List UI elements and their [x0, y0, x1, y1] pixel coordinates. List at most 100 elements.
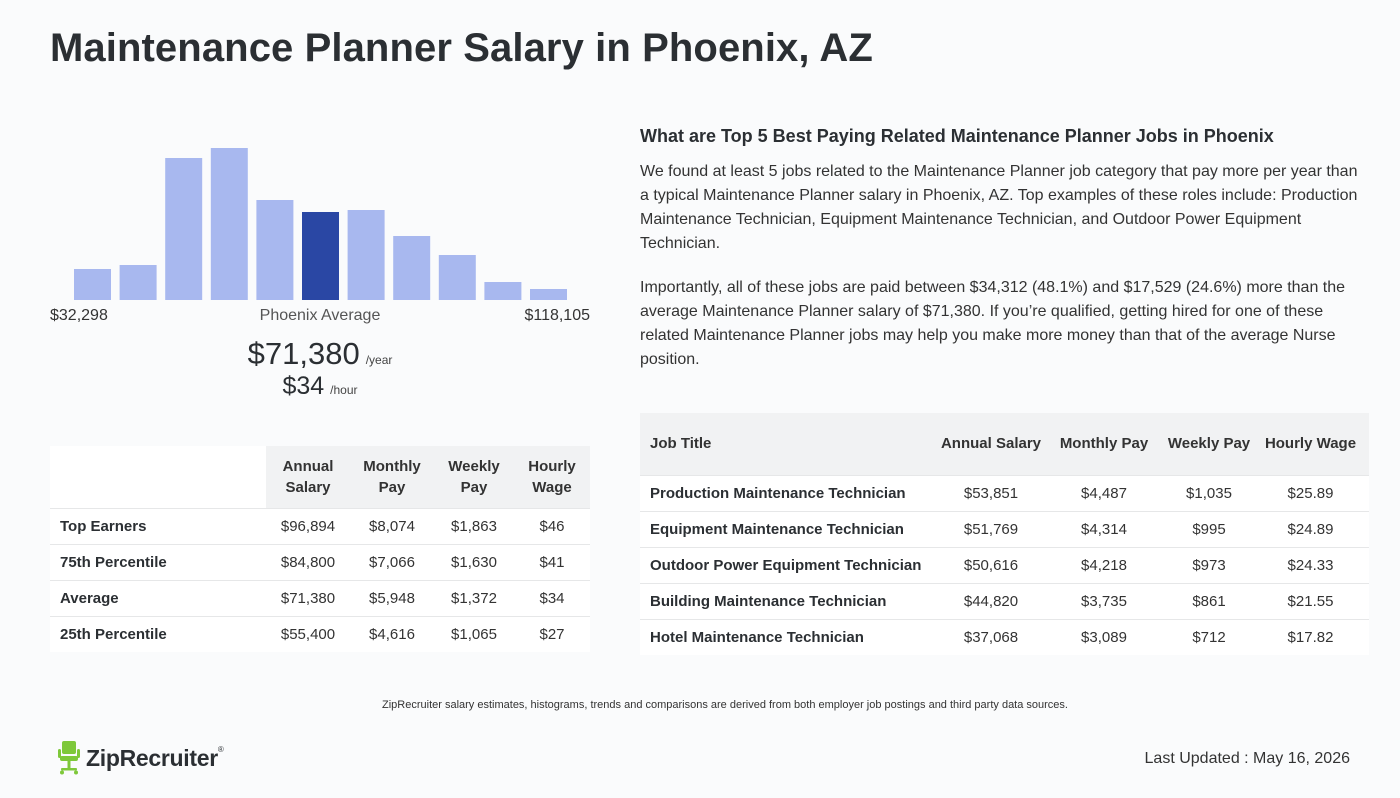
header-monthly-pay: Monthly Pay [350, 446, 434, 508]
header-blank [50, 446, 266, 508]
cell: $4,616 [350, 615, 434, 652]
cell: $712 [1166, 618, 1252, 655]
data-source-footnote: ZipRecruiter salary estimates, histogram… [382, 699, 1068, 711]
average-hourly-value: $34 [282, 372, 325, 400]
job-title-cell: Building Maintenance Technician [640, 582, 940, 619]
range-min-label: $32,298 [50, 307, 108, 324]
histogram-bar [393, 236, 431, 300]
row-label: Average [50, 579, 266, 616]
cell: $24.89 [1252, 510, 1369, 547]
range-mid-label: Phoenix Average [259, 307, 381, 324]
histogram-bar [256, 200, 294, 300]
histogram-bar [438, 255, 476, 300]
cell: $1,065 [434, 615, 514, 652]
header-weekly-pay: Weekly Pay [434, 446, 514, 508]
histogram-bar [210, 148, 248, 300]
histogram-bar [119, 265, 157, 300]
related-jobs-table: Job Title Annual Salary Monthly Pay Week… [640, 413, 1369, 655]
histogram-bar-average [302, 212, 339, 300]
histogram-bar [165, 158, 203, 300]
header-annual-salary: Annual Salary [940, 413, 1042, 475]
table-row: 25th Percentile $55,400 $4,616 $1,065 $2… [50, 615, 590, 652]
histogram-svg [74, 148, 567, 300]
range-max-label: $118,105 [524, 307, 590, 324]
average-yearly-unit: /year [365, 353, 393, 367]
jobs-table-header: Job Title Annual Salary Monthly Pay Week… [640, 413, 1369, 475]
cell: $84,800 [266, 543, 350, 580]
table-row: Top Earners $96,894 $8,074 $1,863 $46 [50, 507, 590, 544]
cell: $44,820 [940, 582, 1042, 619]
header-monthly-pay: Monthly Pay [1042, 413, 1166, 475]
header-hourly-wage: Hourly Wage [1252, 413, 1369, 475]
job-title-cell: Hotel Maintenance Technician [640, 618, 940, 655]
cell: $46 [514, 507, 590, 544]
row-label: Top Earners [50, 507, 266, 544]
table-row: Average $71,380 $5,948 $1,372 $34 [50, 579, 590, 616]
percentile-table-header: Annual Salary Monthly Pay Weekly Pay Hou… [50, 446, 590, 508]
related-jobs-paragraph-2: Importantly, all of these jobs are paid … [640, 279, 1346, 368]
cell: $25.89 [1252, 474, 1369, 511]
header-job-title: Job Title [640, 413, 940, 475]
job-title-cell: Equipment Maintenance Technician [640, 510, 940, 547]
cell: $1,863 [434, 507, 514, 544]
average-hourly-unit: /hour [330, 383, 358, 397]
row-label: 25th Percentile [50, 615, 266, 652]
cell: $3,735 [1042, 582, 1166, 619]
related-jobs-heading: What are Top 5 Best Paying Related Maint… [640, 126, 1274, 146]
cell: $7,066 [350, 543, 434, 580]
row-label: 75th Percentile [50, 543, 266, 580]
histogram-bar [484, 282, 522, 300]
page-title: Maintenance Planner Salary in Phoenix, A… [50, 26, 873, 70]
table-row: Hotel Maintenance Technician $37,068 $3,… [640, 618, 1369, 655]
cell: $861 [1166, 582, 1252, 619]
histogram-range-labels: $32,298 Phoenix Average $118,105 [50, 307, 590, 329]
average-yearly-value: $71,380 [247, 336, 360, 371]
salary-histogram [50, 130, 590, 302]
cell: $5,948 [350, 579, 434, 616]
cell: $51,769 [940, 510, 1042, 547]
average-yearly: $71,380/year [50, 336, 590, 372]
registered-mark: ® [217, 744, 224, 754]
cell: $1,372 [434, 579, 514, 616]
header-hourly-wage: Hourly Wage [514, 446, 590, 508]
cell: $41 [514, 543, 590, 580]
cell: $995 [1166, 510, 1252, 547]
job-title-cell: Outdoor Power Equipment Technician [640, 546, 940, 583]
table-row: 75th Percentile $84,800 $7,066 $1,630 $4… [50, 543, 590, 580]
cell: $96,894 [266, 507, 350, 544]
last-updated: Last Updated : May 16, 2026 [1144, 750, 1350, 767]
ziprecruiter-logo[interactable]: ZipRecruiter® [58, 740, 224, 776]
logo-text: ZipRecruiter® [86, 744, 224, 772]
histogram-bar [347, 210, 385, 300]
cell: $4,218 [1042, 546, 1166, 583]
logo-wordmark: ZipRecruiter [86, 744, 218, 771]
cell: $21.55 [1252, 582, 1369, 619]
cell: $1,630 [434, 543, 514, 580]
percentile-table: Annual Salary Monthly Pay Weekly Pay Hou… [50, 446, 590, 652]
histogram-bar [530, 289, 567, 300]
table-row: Building Maintenance Technician $44,820 … [640, 582, 1369, 619]
cell: $71,380 [266, 579, 350, 616]
table-row: Production Maintenance Technician $53,85… [640, 474, 1369, 511]
histogram-bar [74, 269, 111, 300]
cell: $1,035 [1166, 474, 1252, 511]
average-hourly: $34/hour [50, 372, 590, 401]
cell: $24.33 [1252, 546, 1369, 583]
cell: $55,400 [266, 615, 350, 652]
cell: $4,487 [1042, 474, 1166, 511]
related-jobs-paragraph-1: We found at least 5 jobs related to the … [640, 163, 1358, 252]
cell: $37,068 [940, 618, 1042, 655]
table-row: Equipment Maintenance Technician $51,769… [640, 510, 1369, 547]
cell: $27 [514, 615, 590, 652]
cell: $17.82 [1252, 618, 1369, 655]
header-annual-salary: Annual Salary [266, 446, 350, 508]
table-row: Outdoor Power Equipment Technician $50,6… [640, 546, 1369, 583]
cell: $4,314 [1042, 510, 1166, 547]
header-weekly-pay: Weekly Pay [1166, 413, 1252, 475]
cell: $8,074 [350, 507, 434, 544]
cell: $34 [514, 579, 590, 616]
cell: $53,851 [940, 474, 1042, 511]
chair-icon [58, 741, 80, 775]
cell: $50,616 [940, 546, 1042, 583]
job-title-cell: Production Maintenance Technician [640, 474, 940, 511]
